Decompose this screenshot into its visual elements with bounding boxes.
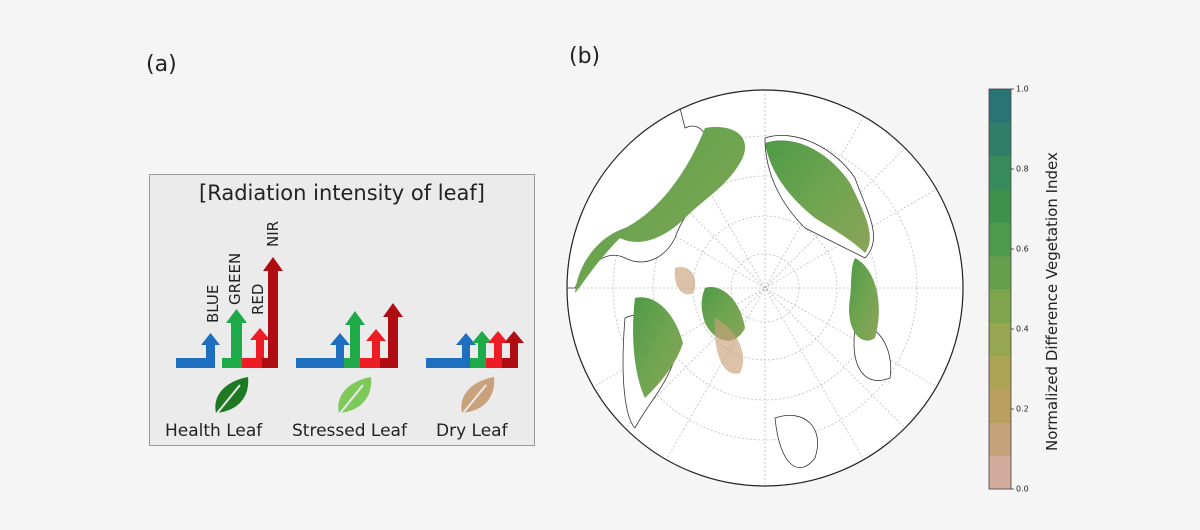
- health-arrows: [176, 257, 283, 368]
- red-band-label: RED: [249, 283, 267, 315]
- colorbar-swatch: [989, 89, 1011, 123]
- nir-arrow-head: [263, 257, 283, 271]
- colorbar-swatch: [989, 355, 1011, 390]
- colorbar-swatches: [988, 88, 1014, 490]
- cbar-tick-0-4: 0.4: [1016, 324, 1029, 334]
- red-arrow-head: [250, 328, 270, 340]
- panel-a-label: (a): [146, 52, 177, 77]
- colorbar-swatch: [989, 222, 1011, 257]
- radiation-diagram: [Radiation intensity of leaf]: [149, 174, 535, 446]
- arctic-ndvi-map: [565, 88, 965, 488]
- dry-arrows: [426, 331, 524, 368]
- colorbar-swatch: [989, 289, 1011, 323]
- colorbar-swatch: [989, 255, 1011, 290]
- globe-border: [566, 89, 964, 487]
- red-arrow-shaft: [256, 340, 264, 368]
- stressed-leaf-icon: [336, 377, 372, 418]
- colorbar-swatch: [989, 122, 1011, 157]
- health-leaf-icon: [213, 377, 249, 418]
- radiation-title: [Radiation intensity of leaf]: [199, 181, 485, 205]
- colorbar-swatch: [989, 155, 1011, 190]
- dry-leaf-icon: [459, 377, 495, 418]
- sparse-vegetation: [674, 267, 744, 374]
- vegetation-regions: [575, 127, 879, 398]
- green-arrow-shaft: [231, 323, 242, 368]
- blue-arrow-shaft: [206, 345, 215, 368]
- blue-base: [176, 358, 210, 368]
- colorbar-swatch: [989, 322, 1011, 357]
- colorbar-swatch: [989, 422, 1011, 457]
- cbar-tick-0-2: 0.2: [1016, 404, 1029, 414]
- polar-map-svg: [566, 89, 964, 487]
- radiation-arrows: [176, 257, 524, 418]
- dry-leaf-caption: Dry Leaf: [436, 421, 508, 441]
- health-leaf-caption: Health Leaf: [165, 421, 263, 441]
- cbar-tick-0-8: 0.8: [1016, 164, 1029, 174]
- green-arrow-head: [226, 309, 247, 323]
- cbar-tick-0-0: 0.0: [1016, 484, 1029, 494]
- colorbar-swatch: [989, 389, 1011, 423]
- ndvi-colorbar: 1.0 0.8 0.6 0.4 0.2 0.0: [988, 84, 1098, 494]
- nir-arrow-shaft: [268, 271, 278, 368]
- cbar-tick-1-0: 1.0: [1016, 84, 1029, 94]
- blue-band-label: BLUE: [204, 284, 222, 323]
- colorbar-border: [988, 88, 1012, 490]
- cbar-tick-0-6: 0.6: [1016, 244, 1029, 254]
- green-band-label: GREEN: [226, 252, 244, 305]
- colorbar-label: Normalized Difference Vegetation Index: [1043, 152, 1061, 451]
- stressed-leaf-caption: Stressed Leaf: [292, 421, 407, 441]
- colorbar-swatch: [989, 455, 1011, 490]
- stressed-arrows: [296, 303, 403, 368]
- panel-b-label: (b): [569, 44, 601, 69]
- colorbar-swatch: [989, 189, 1011, 223]
- blue-arrow-head: [201, 333, 220, 345]
- nir-band-label: NIR: [264, 220, 282, 247]
